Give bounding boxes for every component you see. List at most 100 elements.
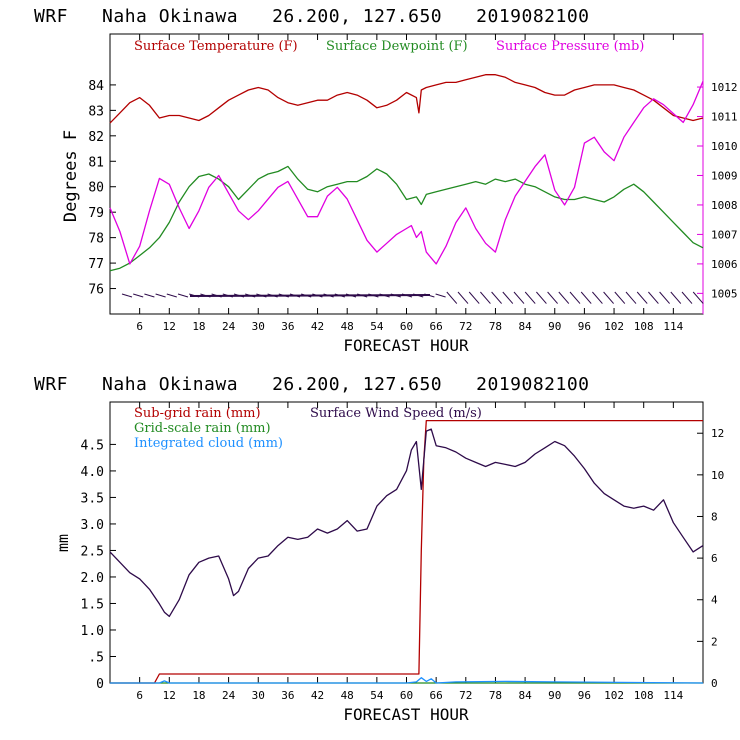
x-tick-label: 102 (604, 689, 624, 702)
legend-temperature: Surface Temperature (F) (134, 39, 298, 54)
x-tick-label: 90 (548, 689, 561, 702)
x-tick-label: 30 (252, 320, 265, 333)
x-tick-label: 36 (281, 320, 294, 333)
wind-barb (614, 291, 626, 304)
x-tick-label: 84 (518, 689, 532, 702)
x-tick-label: 36 (281, 689, 294, 702)
y-tick-label: 2.5 (81, 544, 104, 559)
wind-barb (435, 293, 446, 298)
y-tick-label: 1.0 (81, 624, 104, 639)
y-tick-label: 79 (88, 206, 104, 221)
wind-barb (144, 293, 155, 298)
x-tick-label: 18 (192, 320, 205, 333)
x-tick-label: 108 (634, 320, 654, 333)
y-tick-label: .5 (88, 650, 104, 665)
x-tick-label: 60 (400, 320, 413, 333)
wind-barb-shaft (189, 294, 431, 297)
integrated-cloud-line (110, 677, 704, 684)
x-tick-label: 114 (663, 689, 683, 702)
x-tick-labels: 6 12 18 24 30 36 42 48 54 60 66 72 78 84 90 96 102 108 114 (136, 402, 684, 702)
wind-barb (692, 291, 704, 304)
y-tick-label: 84 (88, 79, 104, 94)
x-tick-label: 84 (518, 320, 532, 333)
precipitation-chart: WRF Naha Okinawa 26.200, 127.650 2019082… (34, 374, 724, 724)
dewpoint-line (109, 165, 704, 272)
legend-wind-speed: Surface Wind Speed (m/s) (310, 406, 482, 421)
wind-barb (446, 291, 458, 304)
y-tick-label: 1.5 (81, 597, 104, 612)
y-tick-label: 80 (88, 181, 104, 196)
series-lines (109, 74, 704, 272)
wind-barb (502, 291, 514, 304)
legend-pressure: Surface Pressure (mb) (496, 39, 644, 54)
plot-area-frame (109, 33, 704, 315)
x-tick-label: 102 (604, 320, 624, 333)
wind-barb (592, 291, 603, 304)
wind-barb (580, 291, 592, 304)
x-axis-label: FORECAST HOUR (343, 336, 469, 355)
y-tick-label: 3.5 (81, 491, 104, 506)
x-tick-label: 18 (192, 689, 205, 702)
right-y-tick-label: 8 (711, 510, 718, 523)
wind-barb (468, 291, 480, 304)
y-tick-label: 83 (88, 104, 104, 119)
x-tick-label: 54 (370, 320, 384, 333)
right-y-tick-label: 1009 (711, 169, 738, 182)
y-tick-label: 4.0 (81, 465, 104, 480)
x-tick-label: 72 (459, 320, 472, 333)
legend-integrated-cloud: Integrated cloud (mm) (134, 436, 283, 451)
wind-barbs (121, 291, 704, 304)
right-y-tick-label: 2 (711, 635, 718, 648)
wind-barb (480, 291, 491, 304)
x-tick-labels: 6 12 18 24 30 36 42 48 54 60 66 72 78 84 90 96 102 108 114 (136, 34, 684, 333)
x-tick-label: 90 (548, 320, 561, 333)
chart-title: WRF Naha Okinawa 26.200, 127.650 2019082… (34, 374, 590, 395)
wind-barb (177, 293, 189, 298)
wind-barb (457, 291, 469, 304)
right-y-tick-label: 1006 (711, 258, 738, 271)
wind-barb (659, 291, 670, 304)
x-tick-label: 96 (578, 689, 591, 702)
left-y-tick-labels: 0 .5 1.0 1.5 2.0 2.5 3.0 3.5 4.0 4.5 (81, 438, 116, 692)
wind-barb (670, 291, 682, 304)
wind-barb (166, 293, 177, 298)
y-tick-label: 81 (88, 155, 104, 170)
wind-barb (636, 291, 648, 304)
pressure-line (109, 80, 704, 265)
series-lines (109, 419, 704, 684)
x-tick-label: 6 (136, 320, 143, 333)
x-tick-label: 78 (489, 689, 502, 702)
wind-barb (681, 291, 693, 304)
y-tick-label: 78 (88, 232, 104, 247)
wind-barb (524, 291, 536, 304)
x-tick-label: 24 (222, 320, 236, 333)
right-y-tick-labels: 0 2 4 6 8 10 12 (697, 427, 724, 690)
chart-title: WRF Naha Okinawa 26.200, 127.650 2019082… (34, 6, 590, 27)
wind-barb (121, 293, 133, 298)
x-tick-label: 12 (163, 689, 176, 702)
legend-subgrid-rain: Sub-grid rain (mm) (134, 406, 261, 421)
y-tick-label: 76 (88, 283, 104, 298)
right-y-tick-label: 0 (711, 677, 718, 690)
temperature-line (109, 74, 704, 124)
x-tick-label: 54 (370, 689, 384, 702)
x-tick-label: 48 (341, 689, 354, 702)
wind-barb (133, 293, 144, 298)
legend-gridscale-rain: Grid-scale rain (mm) (134, 421, 271, 436)
y-tick-label: 2.0 (81, 571, 104, 586)
x-tick-label: 66 (430, 689, 443, 702)
right-y-tick-label: 4 (711, 594, 718, 607)
x-axis-label: FORECAST HOUR (343, 705, 469, 724)
wind-barb (547, 291, 558, 304)
y-tick-label: 82 (88, 130, 104, 145)
wind-barb (536, 291, 547, 304)
x-tick-label: 30 (252, 689, 265, 702)
right-y-tick-label: 1012 (711, 81, 738, 94)
wind-speed-line (109, 428, 704, 618)
x-tick-label: 12 (163, 320, 176, 333)
x-tick-label: 108 (634, 689, 654, 702)
x-tick-label: 42 (311, 689, 324, 702)
x-tick-label: 60 (400, 689, 413, 702)
right-y-tick-label: 6 (711, 552, 718, 565)
